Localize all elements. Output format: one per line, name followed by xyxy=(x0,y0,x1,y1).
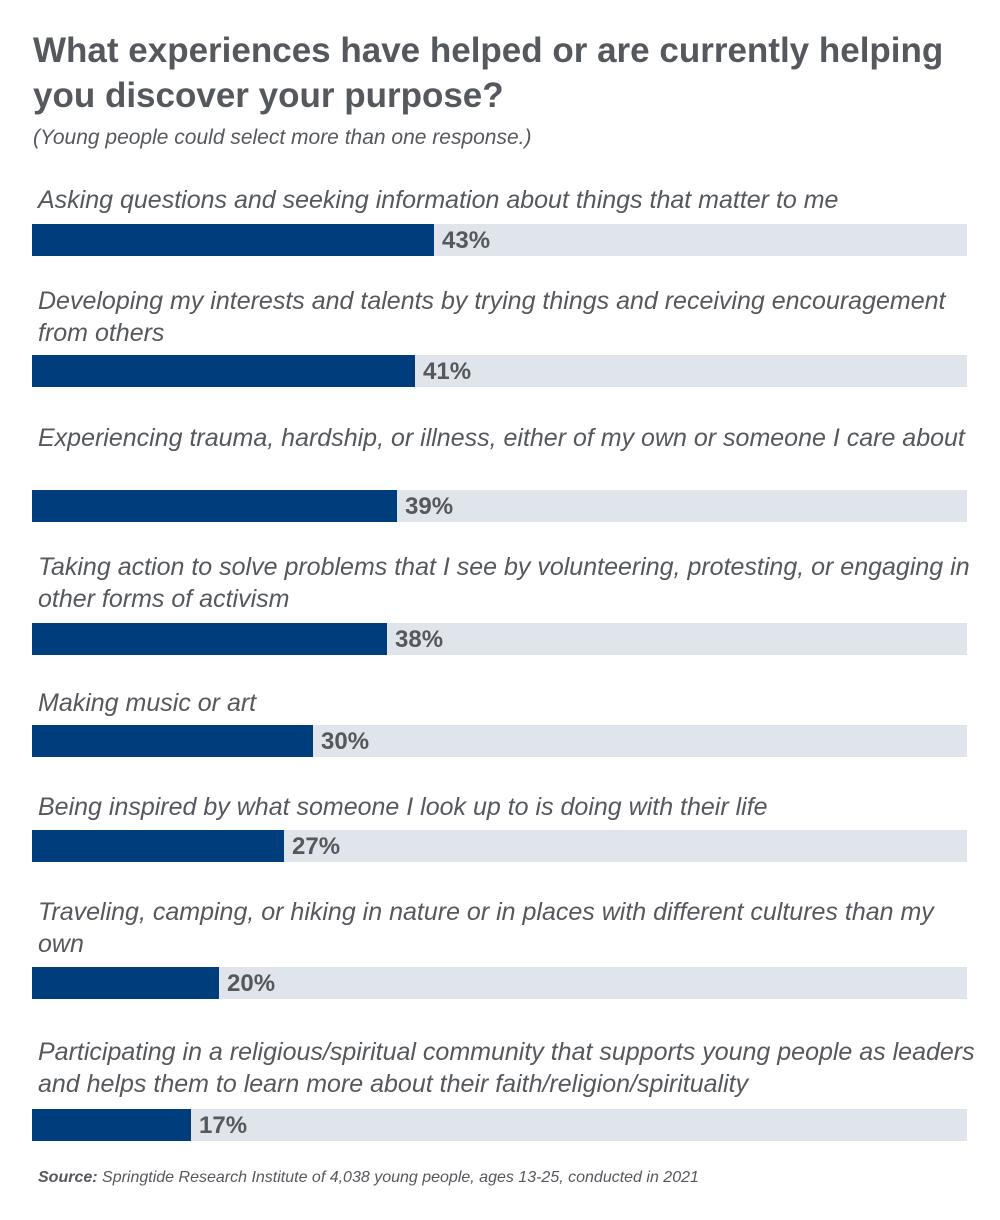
category-label: Experiencing trauma, hardship, or illnes… xyxy=(38,424,965,452)
source-text: Springtide Research Institute of 4,038 y… xyxy=(97,1169,699,1186)
bar-track: 39% xyxy=(32,490,967,522)
bar xyxy=(32,830,284,862)
category-label: Traveling, camping, or hiking in nature … xyxy=(38,898,934,958)
bar-track: 30% xyxy=(32,725,967,757)
category-label: Making music or art xyxy=(38,689,257,717)
bar xyxy=(32,623,387,655)
value-label: 30% xyxy=(321,728,370,755)
category-label: Developing my interests and talents by t… xyxy=(38,287,946,347)
bar-track: 17% xyxy=(32,1109,967,1141)
bar xyxy=(32,725,313,757)
bar xyxy=(32,1109,191,1141)
chart-subtitle: (Young people could select more than one… xyxy=(33,126,532,149)
bar-track: 38% xyxy=(32,623,967,655)
bar-track: 27% xyxy=(32,830,967,862)
category-label: Being inspired by what someone I look up… xyxy=(38,793,768,821)
value-label: 38% xyxy=(395,626,444,653)
category-label: Asking questions and seeking information… xyxy=(38,186,839,214)
source-label: Source: xyxy=(38,1169,98,1186)
bar-track: 43% xyxy=(32,224,967,256)
value-label: 41% xyxy=(423,358,472,385)
value-label: 20% xyxy=(227,970,276,997)
category-label: Participating in a religious/spiritual c… xyxy=(38,1038,975,1098)
bar xyxy=(32,224,434,256)
bar xyxy=(32,490,397,522)
bar-track: 20% xyxy=(32,967,967,999)
value-label: 43% xyxy=(442,227,491,254)
value-label: 27% xyxy=(292,833,341,860)
bar xyxy=(32,967,219,999)
category-label: Taking action to solve problems that I s… xyxy=(38,553,970,613)
value-label: 39% xyxy=(405,493,454,520)
bar xyxy=(32,355,415,387)
bar-track: 41% xyxy=(32,355,967,387)
source-note: Source: Springtide Research Institute of… xyxy=(38,1169,699,1187)
value-label: 17% xyxy=(199,1112,248,1139)
chart-title: What experiences have helped or are curr… xyxy=(33,31,944,115)
